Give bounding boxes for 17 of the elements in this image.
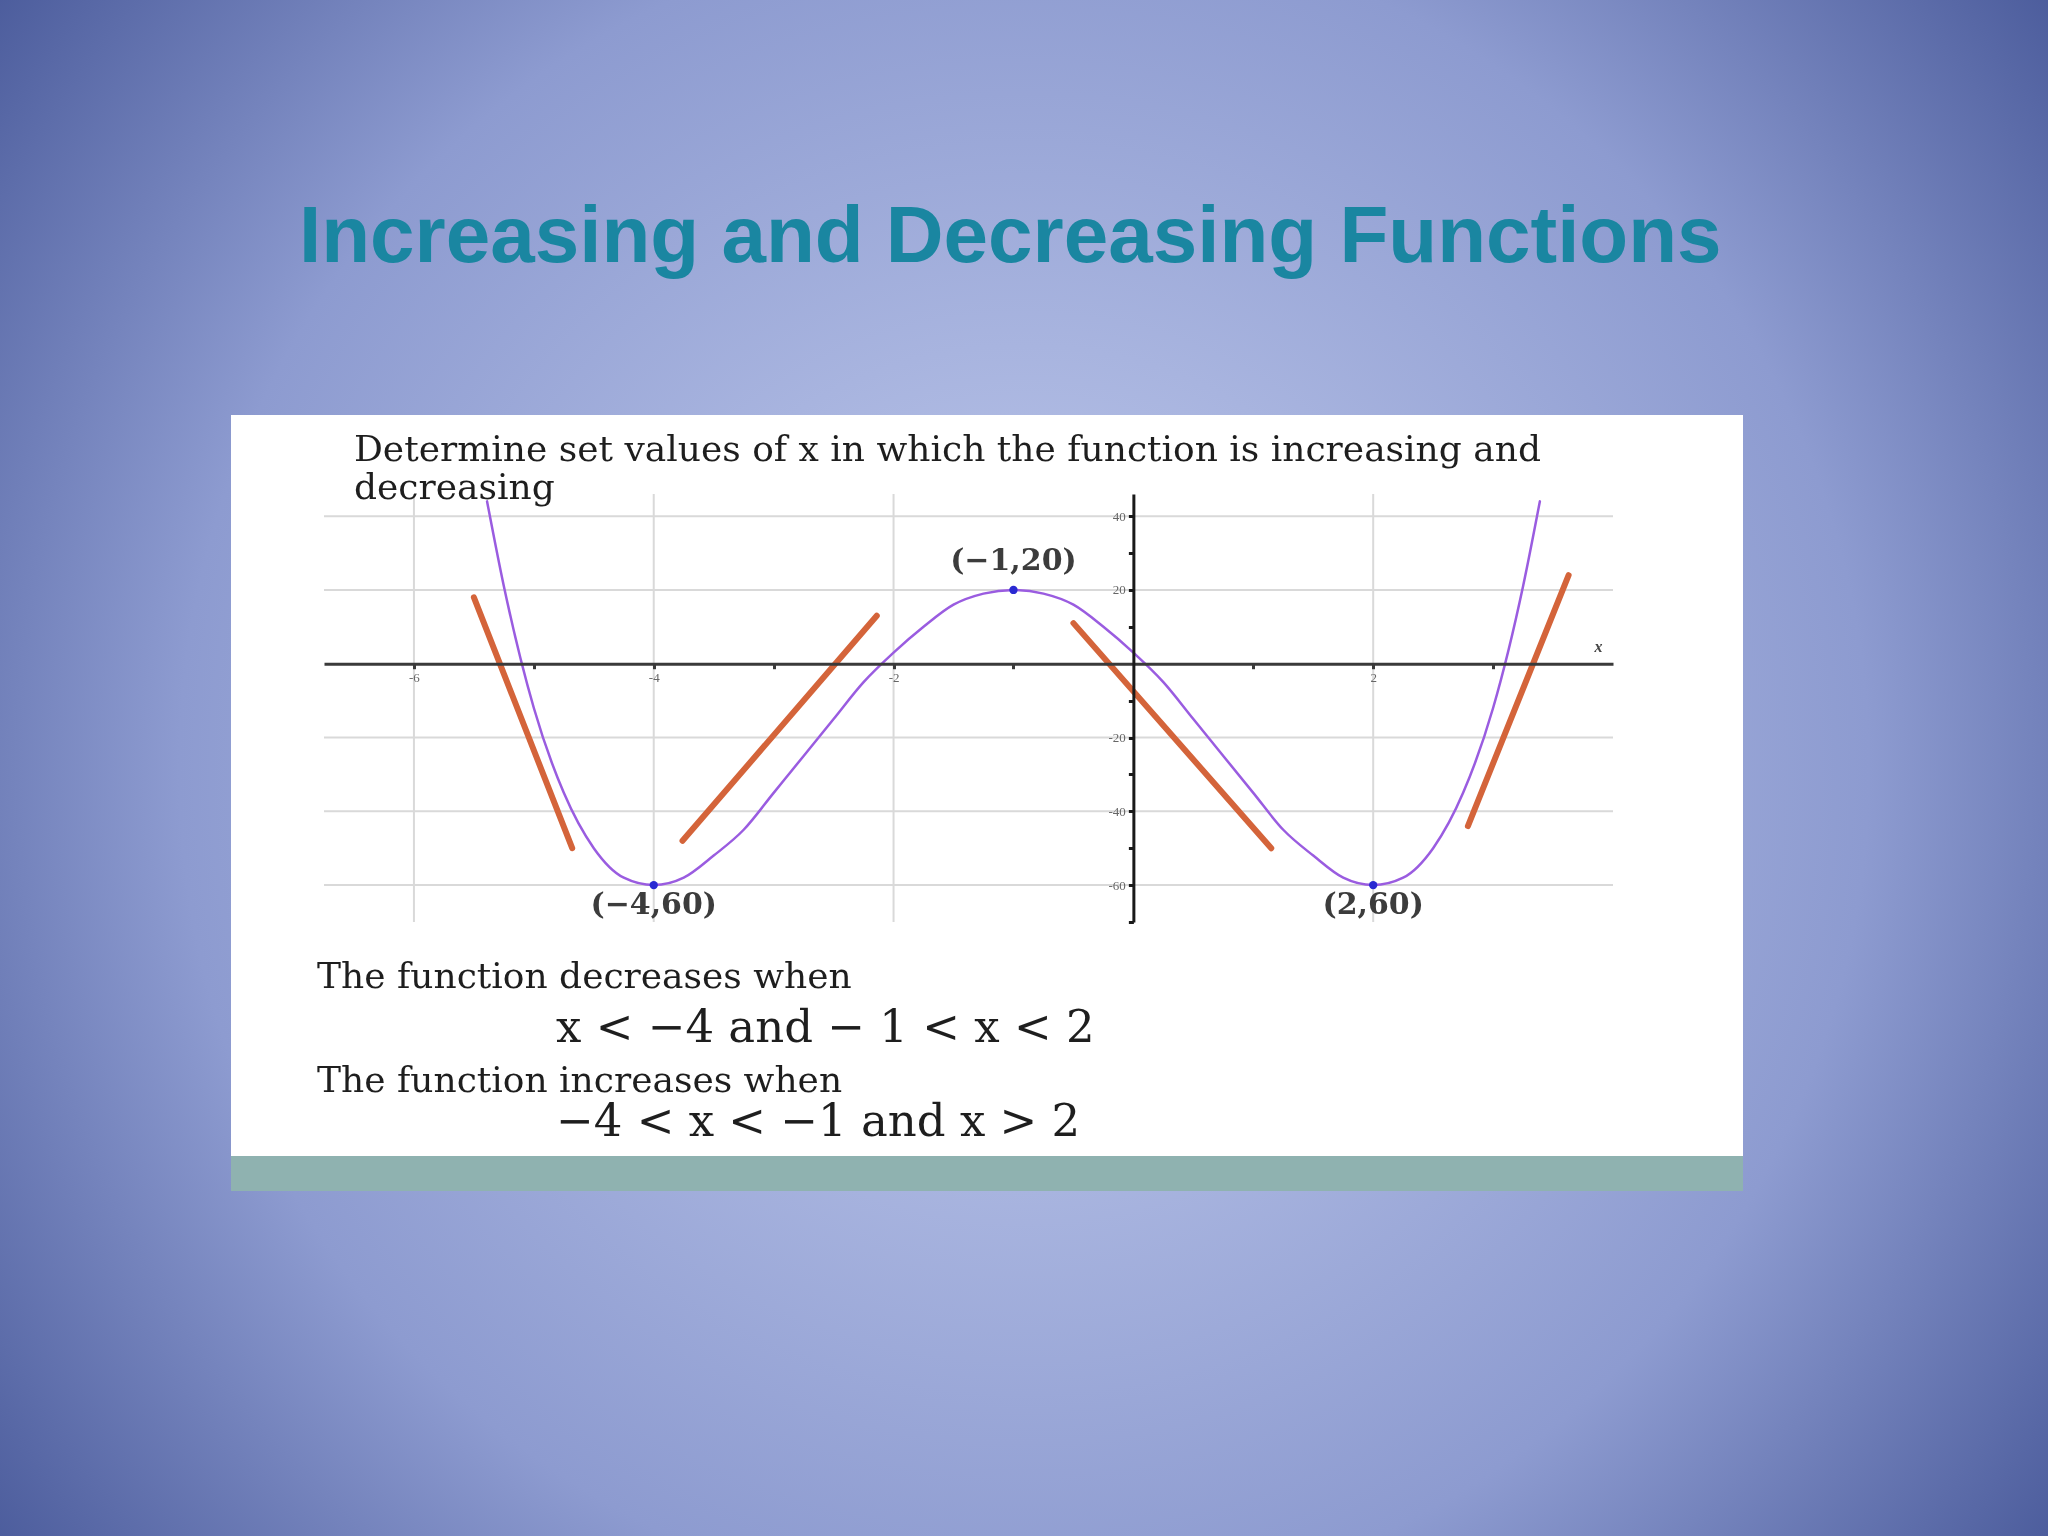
y-tick-label: -20 — [1108, 730, 1126, 746]
annotation: (−4,60) — [590, 886, 718, 922]
chart-subtitle: Determine set values of x in which the function is increasing and decreasing — [354, 428, 1541, 507]
annotation: (2,60) — [1322, 886, 1424, 922]
annotation: (−1,20) — [950, 541, 1077, 577]
x-axis-title: x — [1593, 638, 1603, 656]
y-tick-label: -60 — [1108, 877, 1126, 893]
y-tick-label: 20 — [1112, 582, 1126, 598]
text: x < −4 and − 1 < x < 2 — [556, 1000, 1095, 1053]
x-tick-label: 2 — [1370, 670, 1377, 686]
text: The function decreases when — [317, 955, 852, 996]
y-tick-label: -40 — [1108, 803, 1126, 819]
y-tick-label: 40 — [1112, 508, 1126, 524]
x-tick-label: -4 — [648, 670, 661, 686]
x-tick-label: -6 — [409, 670, 421, 686]
x-tick-label: -2 — [888, 670, 900, 686]
chart-title: Increasing and Decreasing Functions — [299, 190, 1722, 279]
